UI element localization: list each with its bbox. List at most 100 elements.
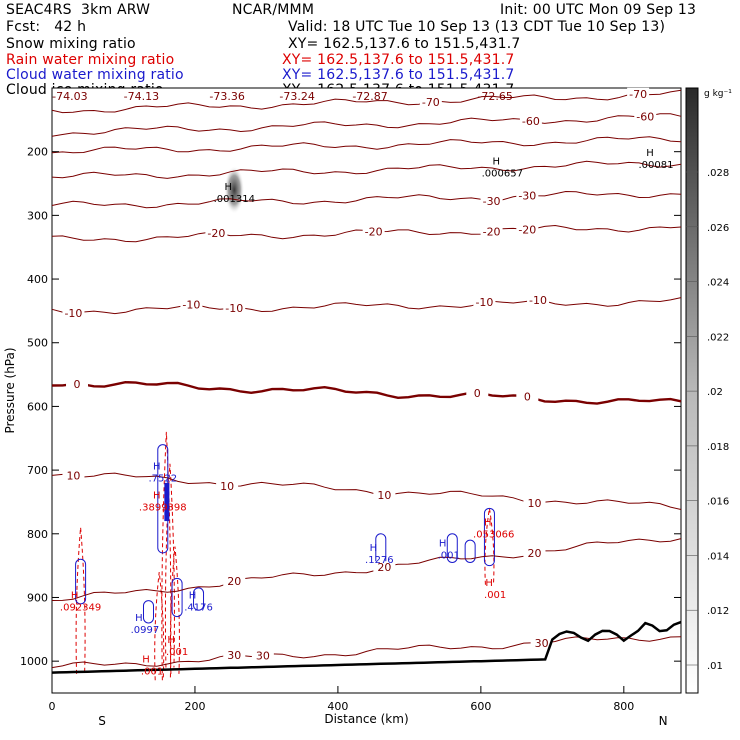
rain-contour (154, 571, 165, 681)
isotherm-label-bg (66, 378, 89, 390)
y-tick-label: 1000 (20, 655, 48, 668)
isotherm-label: 10 (527, 497, 541, 510)
maximum-value: .000657 (482, 168, 523, 179)
isotherm-label-bg (62, 469, 85, 481)
isotherm-label-bg (373, 489, 396, 501)
isotherm-label: 20 (227, 575, 241, 588)
colorbar-tick-label: .022 (707, 332, 729, 343)
y-tick-label: 600 (27, 400, 48, 413)
field-rain-label: Rain water mixing ratio (6, 52, 175, 68)
maximum-marker: H (142, 654, 150, 665)
isotherm-label: -30 (483, 195, 501, 208)
cloud-contour (75, 558, 87, 605)
forecast-hour: Fcst: 42 h (6, 19, 87, 35)
maximum-marker: H (153, 461, 161, 472)
isotherm-label: -70 (629, 88, 647, 101)
isotherm-label-bg (473, 296, 496, 308)
maximum-value: .001 (484, 590, 506, 601)
rain-contour (161, 431, 172, 681)
isotherm-label: -20 (365, 225, 383, 238)
isotherm-line (51, 297, 682, 315)
isotherm-label-bg (516, 390, 539, 402)
cloud-contour (464, 539, 476, 563)
colorbar-tick-label: .024 (707, 278, 729, 289)
isotherm-label: 10 (377, 489, 391, 502)
isotherm-label: -20 (207, 227, 225, 240)
isotherm-label-bg (519, 115, 542, 127)
rain-contour (169, 546, 180, 674)
maximum-marker: H (493, 156, 501, 167)
maximum-value: .4176 (184, 603, 213, 614)
colorbar (685, 87, 699, 694)
isotherm-label-bg (223, 575, 246, 587)
field-cloud-label: Cloud water mixing ratio (6, 67, 184, 83)
cloud-core (164, 482, 170, 522)
x-tick-label: 800 (613, 700, 634, 713)
valid-time: Valid: 18 UTC Tue 10 Sep 13 (13 CDT Tue … (288, 19, 666, 35)
y-tick-label: 900 (27, 591, 48, 604)
colorbar-tick-label: .016 (707, 497, 729, 508)
isotherm-label: -10 (64, 307, 82, 320)
y-tick-label: 200 (27, 146, 48, 159)
isotherm-label: 20 (377, 561, 391, 574)
maximum-marker: H (484, 517, 492, 528)
isotherm-label: 30 (227, 649, 241, 662)
maximum-marker: H (189, 591, 197, 602)
cloud-contour (483, 507, 495, 567)
isotherm-label-bg (530, 637, 553, 649)
isotherm-label-bg (362, 225, 385, 237)
snow-blob (224, 165, 245, 214)
colorbar-tick-label: .012 (707, 606, 729, 617)
top-temp-label: -74.13 (124, 90, 159, 103)
y-tick-label: 800 (27, 528, 48, 541)
maximum-marker: H (439, 538, 447, 549)
isotherm-label: 0 (74, 378, 81, 391)
terrain-line (51, 620, 682, 674)
maximum-marker: H (225, 182, 233, 193)
org-label: NCAR/MMM (232, 2, 315, 18)
isotherm-label: -10 (225, 302, 243, 315)
colorbar-tick-label: .02 (707, 387, 723, 398)
south-end-label: S (98, 714, 106, 728)
isotherm-label-bg (223, 648, 246, 660)
top-temp-label: -72.87 (352, 90, 387, 103)
field-rain-xy: XY= 162.5,137.6 to 151.5,431.7 (282, 52, 515, 68)
top-temp-label: -73.24 (279, 90, 314, 103)
maximum-value: .0997 (131, 625, 160, 636)
colorbar-tick-label: .014 (707, 551, 729, 562)
maximum-value: .1276 (365, 555, 394, 566)
isotherm-line (51, 89, 682, 114)
maximum-value: .001314 (214, 194, 255, 205)
cloud-contour (142, 600, 154, 624)
isotherm-label-bg (480, 194, 503, 206)
y-axis-label: Pressure (hPa) (3, 347, 17, 433)
x-tick-label: 200 (184, 700, 205, 713)
isotherm-label-bg (480, 225, 503, 237)
isotherm-line (51, 160, 682, 179)
model-title: SEAC4RS 3km ARW (6, 2, 151, 18)
isotherm-label: -60 (522, 115, 540, 128)
x-axis-label: Distance (km) (324, 712, 408, 726)
plot-frame (51, 87, 682, 694)
x-tick-label: 400 (327, 700, 348, 713)
colorbar-tick-label: .028 (707, 168, 729, 179)
init-time: Init: 00 UTC Mon 09 Sep 13 (500, 2, 697, 18)
isotherm-label-bg (634, 110, 657, 122)
isotherm-label: -10 (529, 294, 547, 307)
maximum-marker: H (135, 613, 143, 624)
maximum-value: .001 (141, 666, 163, 677)
isotherm-line (51, 190, 682, 209)
isotherm-label-bg (466, 386, 489, 398)
isotherm-label-bg (627, 87, 650, 99)
isotherm-label-bg (62, 307, 85, 319)
maximum-marker: H (71, 591, 79, 602)
isotherm-label-bg (523, 496, 546, 508)
isotherm-label: -10 (182, 299, 200, 312)
isotherm-line (51, 538, 682, 601)
isotherm-label: -30 (518, 189, 536, 202)
maximum-marker: H (485, 578, 493, 589)
top-temp-label: -72.65 (477, 90, 512, 103)
isotherm-line (51, 380, 682, 405)
maximum-value: .7522 (148, 473, 177, 484)
